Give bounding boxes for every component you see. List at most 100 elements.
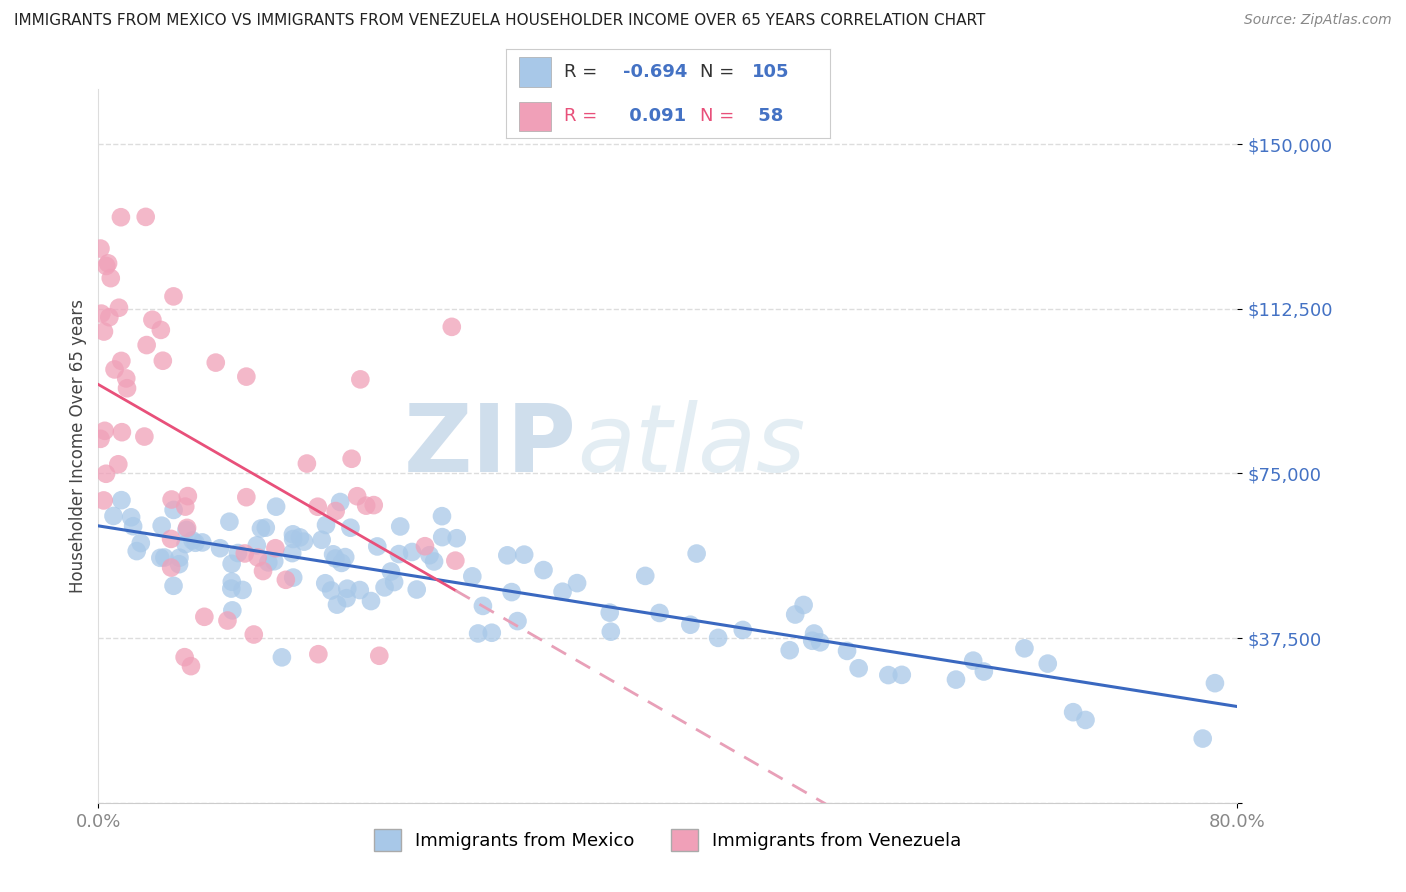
Point bbox=[565, 576, 588, 591]
Point bbox=[405, 582, 427, 597]
Point bbox=[193, 609, 215, 624]
Text: 58: 58 bbox=[752, 107, 783, 126]
Point bbox=[221, 603, 243, 617]
Text: R =: R = bbox=[564, 107, 603, 126]
Point bbox=[93, 325, 115, 339]
Point bbox=[380, 565, 402, 579]
Point bbox=[89, 242, 111, 256]
Point bbox=[160, 492, 183, 507]
Point bbox=[98, 310, 121, 325]
Point bbox=[432, 530, 454, 544]
Point bbox=[221, 557, 243, 571]
Point bbox=[322, 547, 344, 561]
Point bbox=[242, 627, 264, 641]
Point bbox=[295, 457, 318, 471]
Point bbox=[160, 532, 183, 546]
Point bbox=[599, 606, 621, 620]
Point bbox=[103, 508, 125, 523]
Point bbox=[235, 369, 257, 384]
Point bbox=[107, 457, 129, 471]
Point bbox=[174, 500, 197, 514]
Point bbox=[103, 362, 125, 376]
Point bbox=[93, 493, 115, 508]
Point bbox=[263, 554, 285, 568]
Text: atlas: atlas bbox=[576, 401, 806, 491]
Point bbox=[366, 540, 388, 554]
Point bbox=[288, 530, 311, 544]
Point bbox=[134, 429, 156, 443]
Point bbox=[110, 493, 132, 508]
Point bbox=[110, 211, 132, 225]
Point bbox=[150, 518, 173, 533]
Point bbox=[254, 521, 277, 535]
Point bbox=[162, 289, 184, 303]
Point bbox=[100, 271, 122, 285]
Point bbox=[446, 531, 468, 545]
Point bbox=[174, 537, 197, 551]
Point bbox=[180, 659, 202, 673]
Point bbox=[281, 546, 304, 560]
Point bbox=[785, 607, 807, 622]
Point bbox=[793, 598, 815, 612]
Point bbox=[97, 256, 120, 270]
Point bbox=[191, 535, 214, 549]
Point bbox=[349, 372, 371, 386]
Point bbox=[1074, 713, 1097, 727]
Point bbox=[96, 259, 118, 273]
Point bbox=[235, 490, 257, 504]
Point bbox=[336, 582, 359, 596]
Point bbox=[283, 570, 305, 584]
Point bbox=[779, 643, 801, 657]
Point bbox=[93, 424, 115, 438]
Point bbox=[246, 538, 269, 552]
Point bbox=[1204, 676, 1226, 690]
Point bbox=[218, 515, 240, 529]
Point bbox=[252, 564, 274, 578]
Point bbox=[149, 550, 172, 565]
Point bbox=[1191, 731, 1213, 746]
Point bbox=[346, 489, 368, 503]
Point bbox=[418, 548, 440, 562]
Legend: Immigrants from Mexico, Immigrants from Venezuela: Immigrants from Mexico, Immigrants from … bbox=[367, 822, 969, 858]
Point bbox=[363, 498, 385, 512]
Point bbox=[120, 510, 142, 524]
Point bbox=[167, 558, 190, 572]
Point bbox=[246, 550, 269, 565]
Point bbox=[513, 548, 536, 562]
Point bbox=[808, 635, 831, 649]
Point bbox=[388, 547, 411, 561]
Point bbox=[264, 541, 287, 556]
Point bbox=[270, 650, 292, 665]
Point bbox=[115, 381, 138, 395]
Point bbox=[329, 495, 352, 509]
Text: N =: N = bbox=[700, 107, 740, 126]
Point bbox=[135, 210, 157, 224]
Point bbox=[125, 544, 148, 558]
Point bbox=[257, 555, 280, 569]
Point bbox=[173, 650, 195, 665]
Point bbox=[135, 338, 157, 352]
Point bbox=[221, 574, 243, 589]
Point bbox=[326, 598, 349, 612]
Point bbox=[501, 585, 523, 599]
Point bbox=[111, 425, 134, 440]
Point bbox=[221, 582, 243, 596]
Text: -0.694: -0.694 bbox=[623, 62, 688, 81]
Point bbox=[962, 654, 984, 668]
Point bbox=[533, 563, 555, 577]
Point bbox=[330, 556, 353, 570]
Point bbox=[551, 584, 574, 599]
Point bbox=[122, 519, 145, 533]
Point bbox=[340, 451, 363, 466]
Point bbox=[599, 624, 621, 639]
Point bbox=[250, 521, 273, 535]
Point bbox=[679, 617, 702, 632]
Point bbox=[349, 582, 371, 597]
Point bbox=[1014, 641, 1036, 656]
Point bbox=[108, 301, 131, 315]
Point bbox=[314, 576, 336, 591]
Point bbox=[401, 545, 423, 559]
Point bbox=[335, 550, 357, 565]
Text: R =: R = bbox=[564, 62, 603, 81]
Point bbox=[204, 356, 226, 370]
